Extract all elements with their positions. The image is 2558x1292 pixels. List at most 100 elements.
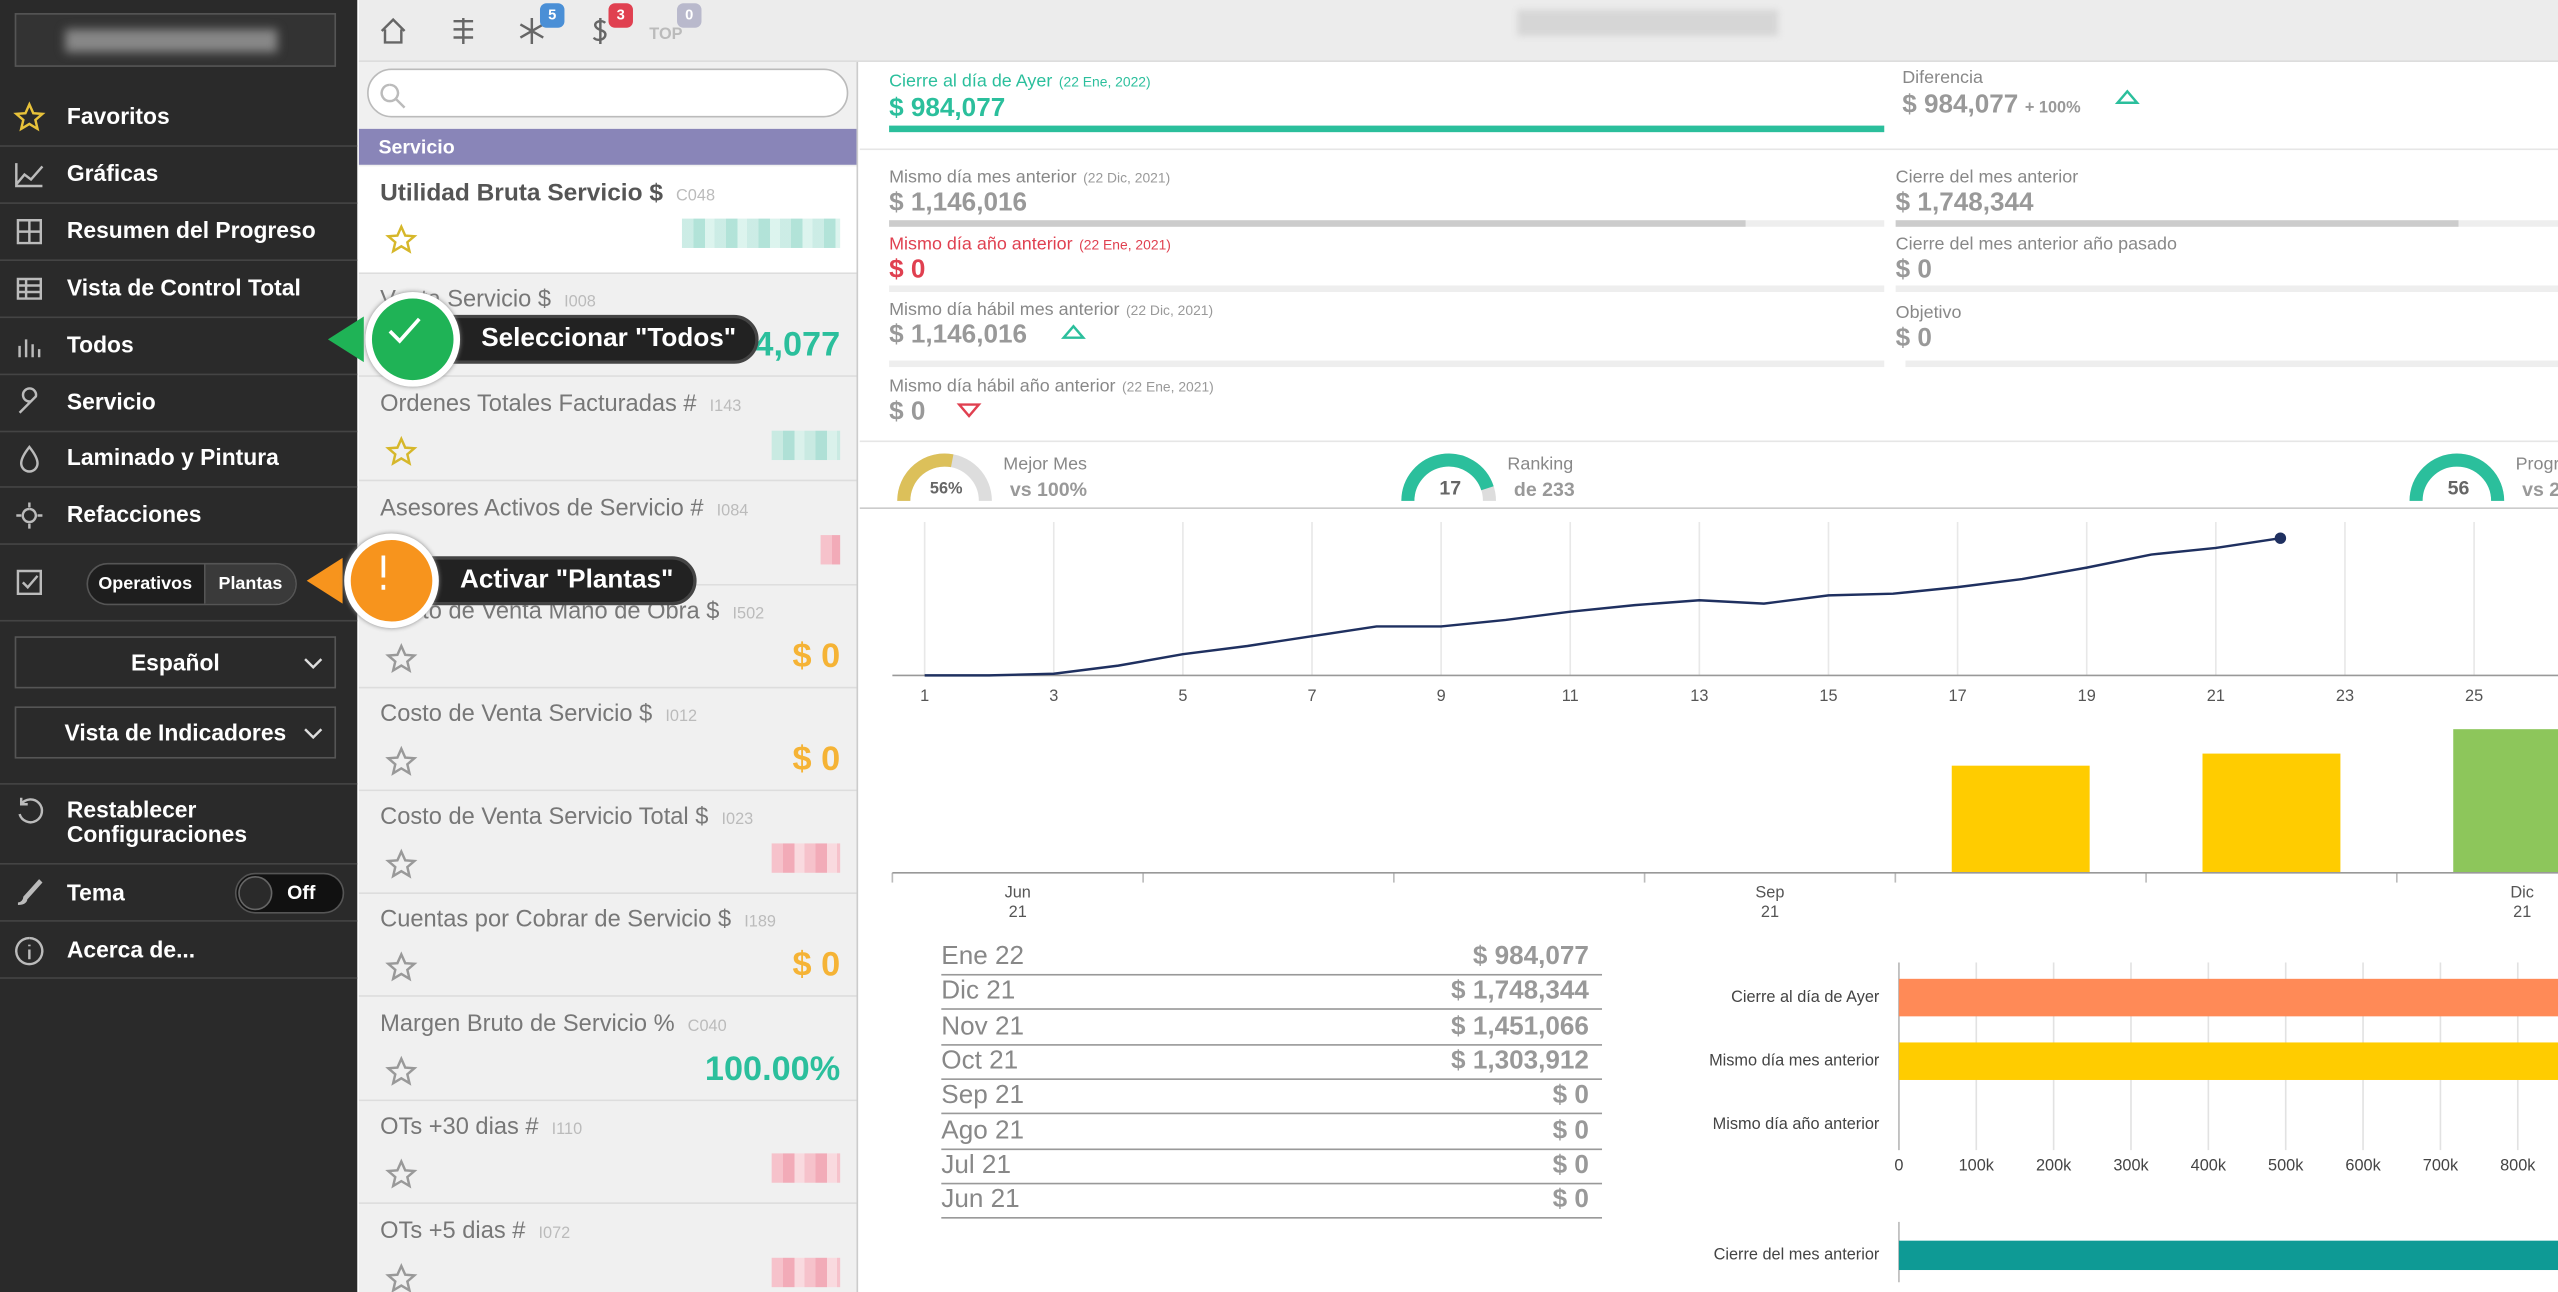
menu-item[interactable]: Refacciones — [66, 500, 202, 527]
kpi-suffix: + 100% — [2024, 99, 2081, 118]
toolbar-icon — [519, 17, 544, 45]
kpi-value-text: $ 984,077 — [1902, 91, 2019, 120]
row-value: $ 0 — [1552, 1116, 1589, 1145]
list-item[interactable] — [358, 893, 857, 997]
toggle-plantas[interactable]: Plantas — [203, 564, 296, 604]
x-tick-label: 400k — [2191, 1157, 2227, 1175]
menu-icon — [16, 277, 43, 300]
gauge-fill — [897, 453, 954, 502]
callout-circle — [365, 292, 461, 387]
list-item[interactable] — [358, 688, 857, 792]
bar — [1951, 765, 2090, 873]
x-tick-label: 0 — [1894, 1157, 1903, 1175]
item-name: Margen Bruto de Servicio % — [380, 1011, 675, 1038]
sidebar — [0, 0, 358, 1292]
blurred-value — [771, 1153, 841, 1183]
kpi-label-text: Cierre del mes anterior año pasado — [1895, 234, 2177, 255]
toolbar-icon — [380, 17, 406, 44]
gauge-title: Progr — [2516, 454, 2558, 474]
item-value: 100.00% — [704, 1050, 841, 1089]
theme-state: Off — [287, 880, 316, 904]
kpi-value-text: $ 984,077 — [889, 94, 1006, 123]
x-tick-label: 800k — [2500, 1157, 2536, 1175]
info-icon-shape — [15, 936, 44, 966]
item-code: I023 — [721, 810, 754, 829]
blurred-value — [771, 430, 841, 461]
top-label: TOP — [649, 26, 683, 45]
progress-bar — [1895, 220, 2459, 227]
x-tick-label: 11 — [1562, 687, 1579, 705]
star-icon — [385, 1158, 418, 1189]
badge: 5 — [539, 3, 565, 28]
kpi-label-text: Diferencia — [1902, 68, 1983, 89]
x-tick-label: 500k — [2268, 1157, 2304, 1175]
menu-item[interactable]: Todos — [66, 331, 134, 358]
row-line — [941, 1078, 1603, 1080]
select[interactable]: Vista de Indicadores — [14, 706, 337, 759]
menu-item[interactable]: Gráficas — [66, 159, 159, 186]
row-label: Jun 21 — [941, 1186, 1020, 1214]
kpi-label-text: Mismo día año anterior — [889, 234, 1073, 255]
y-tick-label: Mismo día año anterior — [1713, 1115, 1880, 1133]
about[interactable]: Acerca de... — [66, 936, 196, 963]
callout-text: Seleccionar "Todos" — [481, 324, 737, 353]
x-tick-label: 9 — [1437, 687, 1446, 705]
kpi-value: $ 1,146,016 — [889, 189, 1027, 218]
trend-up-shape — [1060, 324, 1086, 339]
star-icon — [385, 1055, 418, 1086]
x-tick-label: Dic 21 — [2510, 884, 2534, 922]
gauge-value: 56% — [930, 480, 963, 498]
kpi-value: $ 0 — [889, 256, 925, 285]
separator — [0, 430, 358, 433]
kpi-value-text: $ 0 — [1895, 256, 1932, 284]
star-icon-shape — [385, 1055, 418, 1086]
kpi-label: Mismo día mes anterior (22 Dic, 2021) — [889, 168, 1170, 188]
toggle-operativos[interactable]: Operativos — [98, 574, 193, 594]
select[interactable]: Español — [14, 636, 337, 689]
kpi-label: Diferencia — [1902, 69, 1983, 89]
account-blur — [65, 29, 278, 53]
row-value: $ 1,303,912 — [1451, 1047, 1589, 1075]
gauge-title: Mejor Mes — [1003, 454, 1087, 474]
menu-item[interactable]: Favoritos — [66, 102, 170, 129]
gauge-fill — [1401, 453, 1494, 502]
menu-item[interactable]: Servicio — [66, 388, 156, 415]
row-label: Nov 21 — [941, 1012, 1025, 1041]
item-code: I084 — [716, 502, 749, 521]
reset[interactable]: Restablecer Configuraciones — [66, 796, 248, 847]
x-tick-label: 21 — [2207, 687, 2225, 705]
list-item[interactable] — [358, 998, 857, 1102]
search-box[interactable] — [367, 68, 849, 118]
list-item[interactable] — [358, 1101, 857, 1204]
progress-track — [889, 360, 1885, 368]
kpi-label-text: Mismo día mes anterior — [889, 168, 1077, 188]
list-item[interactable] — [358, 791, 857, 894]
progress-bar — [889, 220, 1746, 227]
kpi-value-text: $ 1,146,016 — [889, 189, 1028, 217]
menu-icon — [16, 219, 43, 245]
menu-item[interactable]: Resumen del Progreso — [66, 216, 316, 244]
toolbar-icon — [453, 17, 474, 45]
star-icon-shape — [385, 435, 418, 466]
star-icon — [385, 848, 418, 879]
item-title: Utilidad Bruta Servicio $ C048 — [380, 179, 715, 207]
separator — [0, 977, 358, 979]
badge: 3 — [608, 3, 633, 28]
item-name: Costo de Venta Servicio Total $ — [380, 804, 709, 831]
gauge-fill — [2409, 453, 2505, 502]
x-tick-label: 100k — [1959, 1157, 1995, 1175]
gauge-sub: de 233 — [1514, 479, 1575, 501]
kpi-date: (22 Ene, 2022) — [1058, 73, 1151, 90]
star-icon-shape — [385, 223, 418, 254]
separator — [859, 507, 2558, 509]
menu-icon-shape — [18, 339, 41, 358]
list-item[interactable] — [358, 378, 857, 482]
row-value: $ 984,077 — [1472, 942, 1589, 971]
menu-item[interactable]: Vista de Control Total — [66, 274, 301, 301]
y-tick-label: Mismo día mes anterior — [1709, 1052, 1880, 1070]
trend-down-shape — [956, 403, 982, 418]
menu-item[interactable]: Laminado y Pintura — [66, 443, 279, 470]
trend-up-shape — [2114, 89, 2140, 105]
x-tick-label: 1 — [920, 687, 929, 705]
